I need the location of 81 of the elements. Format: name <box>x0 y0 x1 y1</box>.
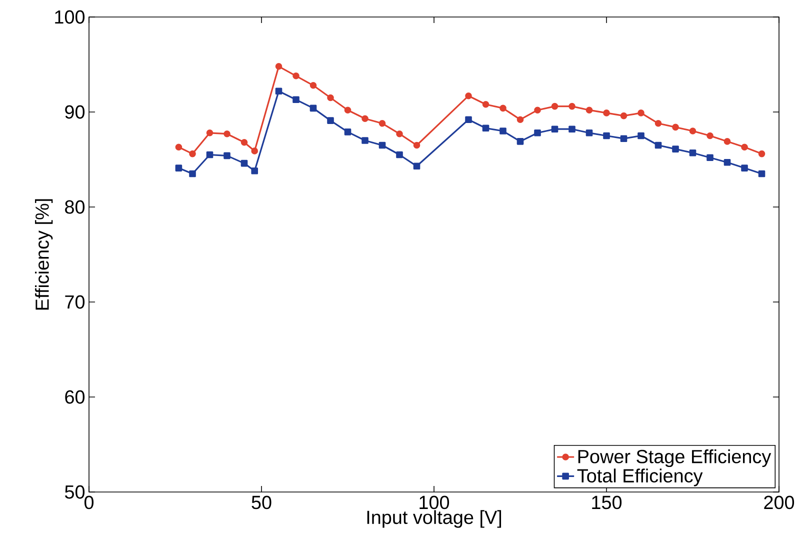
point <box>310 82 317 89</box>
point <box>603 132 610 140</box>
point <box>706 154 714 161</box>
point <box>741 164 748 172</box>
point <box>724 138 731 145</box>
point <box>482 124 490 132</box>
point <box>638 132 644 140</box>
y-tick-label: 70 <box>65 295 85 309</box>
point <box>654 142 662 149</box>
point <box>344 106 352 114</box>
point <box>603 110 610 116</box>
point <box>465 92 472 100</box>
point <box>362 137 368 144</box>
point <box>534 106 541 114</box>
x-axis-title: Input voltage [V] <box>367 510 502 528</box>
x-tick-label: 0 <box>84 496 94 510</box>
point <box>292 72 300 80</box>
point <box>689 149 696 156</box>
point <box>465 116 472 123</box>
point <box>327 117 334 124</box>
point <box>482 101 490 108</box>
point <box>344 128 352 136</box>
x-tick-label: 200 <box>764 496 794 510</box>
point <box>516 138 524 145</box>
point <box>758 170 766 178</box>
point <box>224 130 230 138</box>
point <box>189 170 196 178</box>
point <box>620 135 628 142</box>
point <box>189 150 196 158</box>
point <box>378 120 386 127</box>
point <box>378 142 386 149</box>
point <box>413 142 420 149</box>
point <box>275 88 282 94</box>
x-tick-label: 50 <box>252 496 272 510</box>
point <box>500 104 506 112</box>
point <box>551 126 558 132</box>
legend-label: Power Stage Efficiency <box>578 449 772 468</box>
point <box>240 139 248 146</box>
x-tick-label: 150 <box>592 496 622 510</box>
point <box>396 130 403 138</box>
point <box>224 152 230 160</box>
point <box>568 102 576 110</box>
point <box>327 94 334 102</box>
point <box>362 115 368 122</box>
point <box>175 164 182 172</box>
point <box>638 110 644 116</box>
y-tick-label: 100 <box>55 10 85 24</box>
point <box>724 158 731 166</box>
point <box>534 130 541 136</box>
point <box>251 148 258 154</box>
y-axis-title: Efficiency [%] <box>35 199 53 310</box>
point <box>275 63 282 70</box>
point <box>706 132 714 140</box>
x-tick-label: 100 <box>420 496 450 510</box>
point <box>672 124 679 131</box>
point <box>741 144 748 151</box>
y-tick-label: 80 <box>65 200 85 214</box>
y-tick-label: 90 <box>65 105 85 119</box>
point <box>516 116 524 123</box>
point <box>689 128 696 134</box>
point <box>413 162 420 170</box>
point <box>240 160 248 167</box>
point <box>500 128 506 134</box>
point <box>251 168 258 174</box>
point <box>175 144 182 151</box>
point <box>206 151 214 158</box>
point <box>620 112 628 120</box>
point <box>654 120 662 127</box>
point <box>551 102 558 110</box>
y-tick-label: 50 <box>64 485 85 499</box>
point <box>586 130 593 136</box>
legend-label: Total Efficiency <box>577 468 703 486</box>
point <box>396 151 403 158</box>
point <box>292 96 300 104</box>
point <box>310 104 317 112</box>
point <box>206 130 214 136</box>
point <box>568 126 576 132</box>
y-tick-label: 60 <box>65 390 85 404</box>
point <box>586 106 593 114</box>
point <box>758 150 766 158</box>
point <box>672 146 679 152</box>
